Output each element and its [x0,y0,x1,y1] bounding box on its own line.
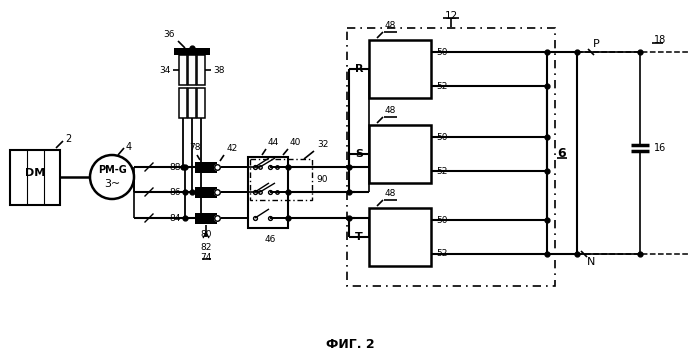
Text: 32: 32 [317,140,328,149]
Text: ФИГ. 2: ФИГ. 2 [326,338,374,351]
Text: 16: 16 [654,143,666,153]
Text: 18: 18 [654,35,666,45]
Text: 46: 46 [265,235,276,244]
Text: 84: 84 [169,213,181,222]
Text: 48: 48 [385,21,396,30]
Text: 52: 52 [436,166,447,176]
Text: P: P [593,39,600,49]
Text: DM: DM [25,168,45,178]
Bar [179,88,187,118]
Text: 3~: 3~ [104,179,120,189]
Text: 88: 88 [169,162,181,171]
Text: 38: 38 [213,66,225,75]
Text: 12: 12 [444,11,458,21]
Text: N: N [587,257,596,267]
Text: 4: 4 [126,142,132,152]
Text: 86: 86 [169,188,181,197]
Text: 40: 40 [290,138,302,147]
Bar [250,159,312,200]
Text: 50: 50 [436,216,447,225]
Text: 34: 34 [160,66,171,75]
Text: 90: 90 [316,175,328,184]
Text: 50: 50 [436,132,447,141]
Text: T: T [355,232,363,242]
Text: 52: 52 [436,81,447,90]
Bar [188,88,196,118]
Bar [188,55,196,85]
Bar [369,125,431,183]
Text: 48: 48 [385,189,396,198]
Text: 44: 44 [268,138,279,147]
Bar [195,162,217,173]
Text: 42: 42 [227,144,238,153]
Text: 2: 2 [65,134,71,144]
Text: 36: 36 [164,30,175,39]
Bar [179,88,209,96]
Text: R: R [355,64,363,74]
Bar [195,213,217,224]
Bar [369,208,431,266]
Text: 82: 82 [200,243,211,252]
Text: 50: 50 [436,48,447,57]
Text: 1~: 1~ [373,133,387,143]
Bar [369,40,431,98]
Text: 1~: 1~ [373,216,387,226]
Text: =: = [416,165,424,175]
Text: 78: 78 [189,143,201,152]
Text: 74: 74 [200,253,211,262]
Bar [195,187,217,198]
Bar [10,150,60,205]
Text: 48: 48 [385,106,396,115]
Bar [197,88,227,96]
Bar [179,55,187,85]
Bar [197,88,205,118]
Text: S: S [355,149,363,159]
Bar [188,88,218,96]
Bar [248,157,288,228]
Text: =: = [416,80,424,90]
Text: =: = [416,248,424,258]
Text: PM-G: PM-G [97,165,127,175]
Text: 80: 80 [200,230,212,239]
Bar [174,48,210,55]
Bar [197,55,205,85]
Text: 6: 6 [558,147,566,159]
Bar [347,28,555,286]
Text: 1~: 1~ [373,48,387,58]
Text: 52: 52 [436,249,447,258]
